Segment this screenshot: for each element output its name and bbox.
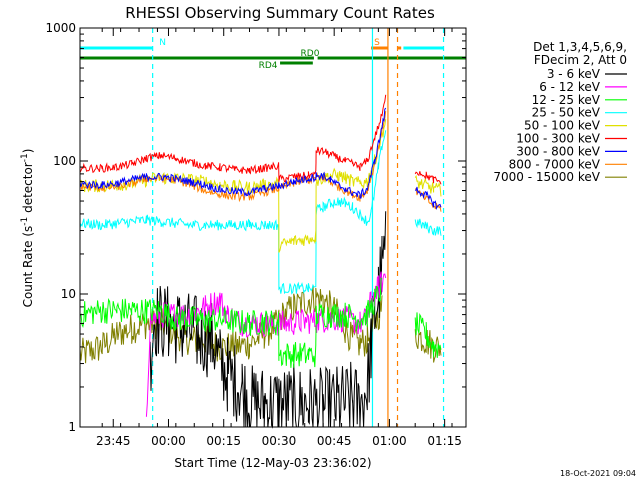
y-axis-label-exponent: -1 xyxy=(20,153,30,162)
plot-frame xyxy=(79,27,467,428)
series-line xyxy=(79,130,442,295)
state-bar-label: S xyxy=(374,38,380,48)
series-lines xyxy=(79,94,442,429)
legend-entry-label: 50 - 100 keV xyxy=(524,119,601,133)
legend-entry-label: 300 - 800 keV xyxy=(516,144,600,158)
x-tick-label: 00:15 xyxy=(206,434,241,448)
vertical-markers xyxy=(152,28,445,427)
legend-entry-label: 100 - 300 keV xyxy=(516,132,600,146)
y-axis-label-exponent: -1 xyxy=(20,217,30,226)
legend-entry-label: 12 - 25 keV xyxy=(532,93,601,107)
y-axis-label-part: Count Rate (s xyxy=(21,226,35,308)
state-bars: N S RD0 RD4 xyxy=(80,38,466,71)
footer-timestamp: 18-Oct-2021 09:04 xyxy=(560,469,636,478)
legend: Det 1,3,4,5,6,9, FDecim 2, Att 0 3 - 6 k… xyxy=(493,40,627,184)
x-tick-label: 00:30 xyxy=(262,434,297,448)
x-axis-label: Start Time (12-May-03 23:36:02) xyxy=(174,456,371,470)
legend-entry-label: 6 - 12 keV xyxy=(539,80,601,94)
x-tick-label: 23:45 xyxy=(96,434,131,448)
series-line xyxy=(79,277,442,368)
legend-entry-label: 7000 - 15000 keV xyxy=(493,170,600,184)
series-line xyxy=(149,211,387,429)
x-tick-label: 00:00 xyxy=(151,434,186,448)
legend-entry-label: 25 - 50 keV xyxy=(532,106,601,120)
y-tick-label: 1 xyxy=(68,420,76,434)
x-axis-ticks: 23:45 00:00 00:15 00:30 00:45 01:00 01:15 xyxy=(96,28,462,448)
x-tick-label: 01:00 xyxy=(372,434,407,448)
y-axis-ticks: 1 10 100 1000 xyxy=(45,21,466,434)
plot-area: N S RD0 RD4 xyxy=(79,28,466,429)
chart-title: RHESSI Observing Summary Count Rates xyxy=(125,4,435,22)
legend-entry-label: 3 - 6 keV xyxy=(547,67,601,81)
y-tick-label: 1000 xyxy=(45,21,76,35)
y-axis-label-part: ) xyxy=(21,149,35,154)
series-line xyxy=(79,107,442,211)
state-bar-label: RD0 xyxy=(301,49,320,59)
legend-header-line: Det 1,3,4,5,6,9, xyxy=(533,40,627,54)
y-axis-label-part: detector xyxy=(21,162,35,217)
y-tick-label: 10 xyxy=(61,287,76,301)
state-bar-label: N xyxy=(159,38,166,48)
y-tick-label: 100 xyxy=(53,154,76,168)
x-tick-label: 01:15 xyxy=(427,434,462,448)
x-tick-label: 00:45 xyxy=(317,434,352,448)
state-bar-label: RD4 xyxy=(259,61,278,71)
legend-entry-label: 800 - 7000 keV xyxy=(509,157,601,171)
legend-header-line: FDecim 2, Att 0 xyxy=(534,53,627,67)
y-axis-label: Count Rate (s-1 detector-1) xyxy=(20,149,35,308)
series-line xyxy=(79,94,442,185)
